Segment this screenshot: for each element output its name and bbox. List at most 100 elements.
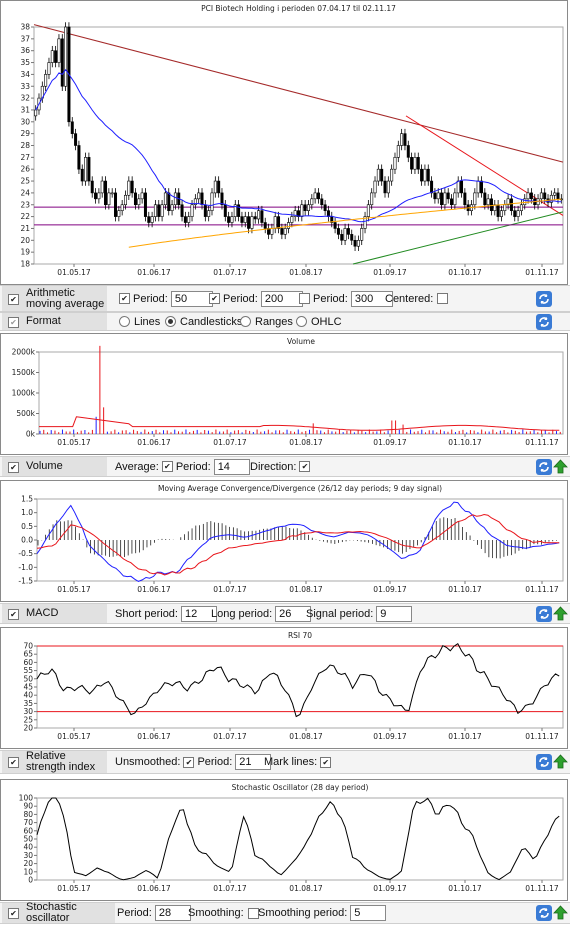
candle bbox=[193, 198, 197, 206]
x-tick-label: 01.05.17 bbox=[57, 268, 91, 277]
move-up-icon[interactable] bbox=[553, 605, 568, 621]
volume-label: Volume bbox=[26, 460, 63, 472]
move-up-icon[interactable] bbox=[553, 905, 568, 920]
candle bbox=[519, 204, 523, 211]
stochastic-controls: ✔ Stochastic oscillator Period: 28 Smoothi… bbox=[0, 902, 570, 924]
candle bbox=[250, 216, 254, 229]
candle bbox=[376, 168, 380, 182]
candle bbox=[526, 192, 530, 200]
refresh-icon[interactable] bbox=[536, 290, 552, 307]
candle bbox=[356, 240, 360, 247]
candle bbox=[406, 145, 410, 158]
candle bbox=[163, 192, 167, 206]
candle bbox=[303, 204, 307, 211]
candle bbox=[320, 198, 324, 206]
smoothing-period-input[interactable]: 5 bbox=[350, 905, 387, 921]
x-tick-label: 01.05.17 bbox=[57, 438, 91, 447]
x-tick-label: 01.11.17 bbox=[525, 438, 559, 447]
candle bbox=[486, 198, 490, 206]
short-period-input[interactable]: 12 bbox=[180, 605, 217, 622]
candle bbox=[90, 180, 94, 194]
period3-input[interactable]: 300 bbox=[350, 290, 393, 307]
y-tick-label: 18 bbox=[20, 260, 30, 269]
candle bbox=[350, 234, 354, 241]
refresh-icon[interactable] bbox=[536, 313, 552, 330]
rsi-period-input[interactable]: 21 bbox=[235, 754, 272, 770]
candle bbox=[476, 180, 480, 194]
candle bbox=[54, 50, 58, 63]
candle bbox=[333, 222, 337, 229]
y-tick-label: 1.0 bbox=[21, 508, 33, 517]
long-period-input[interactable]: 26 bbox=[275, 605, 312, 622]
x-tick-label: 01.08.17 bbox=[289, 585, 323, 594]
candle bbox=[353, 240, 357, 247]
candle bbox=[217, 180, 221, 194]
candle bbox=[403, 133, 407, 146]
candle bbox=[173, 192, 177, 206]
refresh-icon[interactable] bbox=[536, 605, 552, 622]
format-lines-radio[interactable] bbox=[119, 316, 130, 327]
moving-average-checkbox[interactable]: ✔ bbox=[8, 293, 19, 305]
refresh-icon[interactable] bbox=[536, 905, 552, 921]
macd-line bbox=[36, 501, 560, 582]
move-up-icon[interactable] bbox=[553, 458, 568, 474]
x-tick-label: 01.05.17 bbox=[57, 884, 91, 893]
centered-checkbox[interactable] bbox=[437, 293, 449, 304]
format-checkbox[interactable]: ✔ bbox=[8, 316, 19, 328]
period2-checkbox[interactable]: ✔ bbox=[209, 293, 220, 304]
y-tick-label: 1000k bbox=[12, 389, 36, 398]
candle bbox=[80, 168, 84, 182]
candle bbox=[386, 180, 390, 194]
format-candlesticks-radio[interactable] bbox=[165, 316, 176, 327]
stochastic-checkbox[interactable]: ✔ bbox=[8, 908, 19, 919]
candle bbox=[283, 228, 287, 235]
format-ohlc-radio[interactable] bbox=[296, 316, 307, 327]
direction-checkbox[interactable]: ✔ bbox=[299, 461, 311, 472]
y-tick-label: 25 bbox=[20, 177, 30, 186]
y-tick-label: 26 bbox=[20, 165, 30, 174]
y-tick-label: 0k bbox=[26, 430, 36, 439]
candle bbox=[270, 228, 274, 235]
smoothing-checkbox[interactable] bbox=[247, 907, 259, 919]
period1-input[interactable]: 50 bbox=[170, 290, 213, 307]
chart-title: RSI 70 bbox=[288, 631, 312, 640]
refresh-icon[interactable] bbox=[536, 754, 552, 770]
x-tick-label: 01.05.17 bbox=[57, 585, 91, 594]
candle bbox=[230, 216, 234, 223]
period3-checkbox[interactable] bbox=[299, 293, 310, 304]
candle bbox=[460, 180, 464, 194]
refresh-icon[interactable] bbox=[536, 458, 552, 475]
y-tick-label: 45 bbox=[23, 683, 33, 692]
stochastic-label: Stochastic oscillator bbox=[26, 901, 77, 924]
volume-checkbox[interactable]: ✔ bbox=[8, 461, 19, 473]
moving-average-label: Arithmetic moving average bbox=[26, 286, 105, 310]
x-tick-label: 01.10.17 bbox=[448, 268, 482, 277]
candle bbox=[170, 204, 174, 211]
x-tick-label: 01.11.17 bbox=[525, 732, 559, 741]
average-checkbox[interactable]: ✔ bbox=[161, 461, 173, 472]
period2-input[interactable]: 200 bbox=[260, 290, 303, 307]
y-tick-label: 55 bbox=[23, 666, 33, 675]
macd-checkbox[interactable]: ✔ bbox=[8, 608, 19, 620]
y-tick-label: 36 bbox=[20, 46, 30, 55]
mark-lines-checkbox[interactable]: ✔ bbox=[320, 756, 332, 768]
candle bbox=[513, 210, 517, 217]
candle bbox=[440, 192, 444, 206]
candle bbox=[243, 216, 247, 223]
candle bbox=[313, 192, 317, 200]
y-tick-label: 22 bbox=[20, 212, 30, 221]
volume-period-input[interactable]: 14 bbox=[213, 458, 250, 475]
format-ranges-radio[interactable] bbox=[240, 316, 251, 327]
move-up-icon[interactable] bbox=[553, 754, 568, 769]
candle bbox=[523, 198, 527, 206]
rsi-checkbox[interactable]: ✔ bbox=[8, 757, 19, 768]
candle bbox=[227, 216, 231, 223]
unsmoothed-checkbox[interactable]: ✔ bbox=[183, 756, 195, 768]
plot-frame bbox=[36, 645, 564, 729]
period1-checkbox[interactable]: ✔ bbox=[119, 293, 130, 304]
x-tick-label: 01.09.17 bbox=[373, 732, 407, 741]
y-tick-label: 40 bbox=[23, 843, 33, 852]
signal-period-input[interactable]: 9 bbox=[376, 605, 413, 622]
y-tick-label: 19 bbox=[20, 248, 30, 257]
stochastic-period-input[interactable]: 28 bbox=[154, 905, 191, 921]
